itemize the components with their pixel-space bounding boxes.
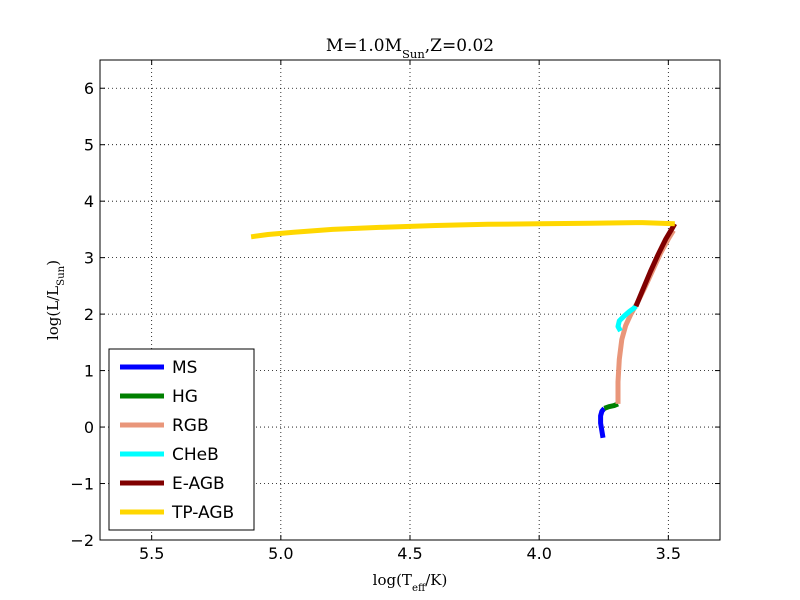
text-run: log(L/L: [44, 286, 62, 340]
text-run: ): [44, 260, 62, 266]
legend-label-tp-agb: TP-AGB: [171, 503, 234, 523]
x-tick-label: 4.0: [526, 544, 551, 563]
legend-label-ms: MS: [172, 358, 197, 378]
ticks: 5.5 5.0 4.5 4.0 3.5 −2 −1 0 1 2 3 4 5 6: [70, 60, 720, 563]
series-line-cheb: [615, 304, 638, 333]
y-tick-label: 5: [84, 136, 94, 155]
series-line-hg: [603, 401, 619, 411]
y-tick-label: −2: [70, 531, 94, 550]
series-line-tp-agb: [250, 220, 675, 240]
legend-label-cheb: CHeB: [172, 445, 219, 465]
x-tick-label: 5.5: [139, 544, 164, 563]
y-tick-label: 6: [84, 79, 94, 98]
y-tick-label: 3: [84, 249, 94, 268]
series-line-ms: [598, 406, 607, 439]
text-run: log(T: [373, 571, 412, 589]
y-tick-label: −1: [70, 475, 94, 494]
y-tick-label: 0: [84, 418, 94, 437]
legend-label-rgb: RGB: [172, 416, 209, 436]
series-line-e-agb: [633, 222, 677, 308]
y-tick-label: 4: [84, 192, 94, 211]
text-run: /K): [425, 571, 447, 589]
y-tick-label: 2: [84, 305, 94, 324]
subscript: eff: [412, 583, 426, 594]
chart-title: M=1.0MSun,Z=0.02: [326, 36, 494, 61]
y-axis-label: log(L/LSun): [44, 260, 67, 340]
subscript: Sun: [56, 265, 67, 286]
subscript: Sun: [402, 47, 425, 61]
text-run: M=1.0M: [326, 36, 402, 56]
legend-box: [108, 348, 255, 531]
legend: MS HG RGB CHeB E-AGB TP-AGB: [108, 348, 255, 531]
x-tick-label: 5.0: [268, 544, 293, 563]
x-axis-label: log(Teff/K): [373, 571, 448, 594]
y-tick-label: 1: [84, 362, 94, 381]
x-tick-label: 4.5: [397, 544, 422, 563]
series-layer: [250, 220, 677, 439]
legend-label-e-agb: E-AGB: [172, 474, 225, 494]
x-tick-label: 3.5: [656, 544, 681, 563]
text-run: ,Z=0.02: [425, 36, 494, 56]
legend-label-hg: HG: [172, 387, 198, 407]
